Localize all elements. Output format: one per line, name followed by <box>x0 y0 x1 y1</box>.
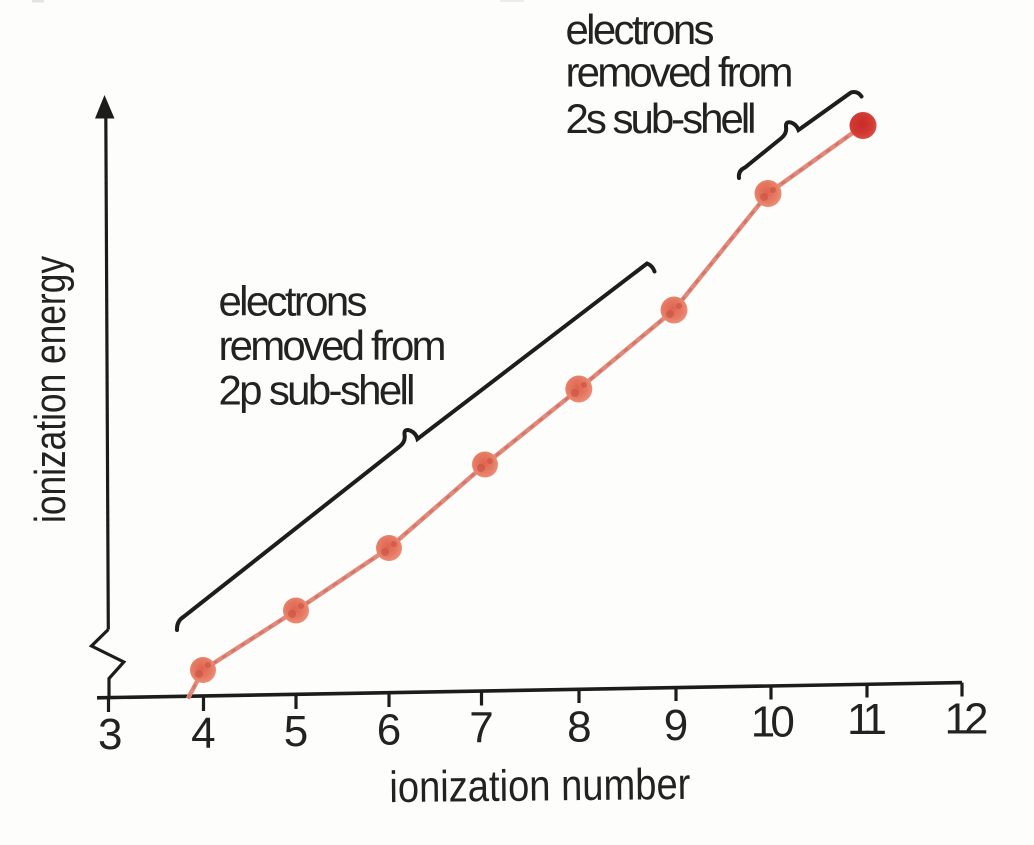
svg-text:12: 12 <box>945 695 989 744</box>
svg-text:ionization number: ionization number <box>389 760 690 812</box>
svg-text:ionization energy: ionization energy <box>26 256 75 523</box>
svg-text:9: 9 <box>664 701 688 750</box>
svg-text:7: 7 <box>469 704 493 753</box>
svg-text:removed from: removed from <box>219 322 447 369</box>
svg-text:removed from: removed from <box>566 49 794 96</box>
svg-text:2s sub-shell: 2s sub-shell <box>566 95 757 142</box>
svg-text:6: 6 <box>377 706 401 755</box>
svg-text:electrons: electrons <box>566 6 715 53</box>
svg-text:2p sub-shell: 2p sub-shell <box>219 367 416 414</box>
svg-text:8: 8 <box>567 703 591 752</box>
svg-text:11: 11 <box>847 695 887 744</box>
svg-text:5: 5 <box>284 707 308 756</box>
svg-text:3: 3 <box>98 710 122 759</box>
svg-text:electrons: electrons <box>219 278 368 325</box>
svg-text:4: 4 <box>191 709 215 758</box>
svg-text:10: 10 <box>751 698 795 747</box>
